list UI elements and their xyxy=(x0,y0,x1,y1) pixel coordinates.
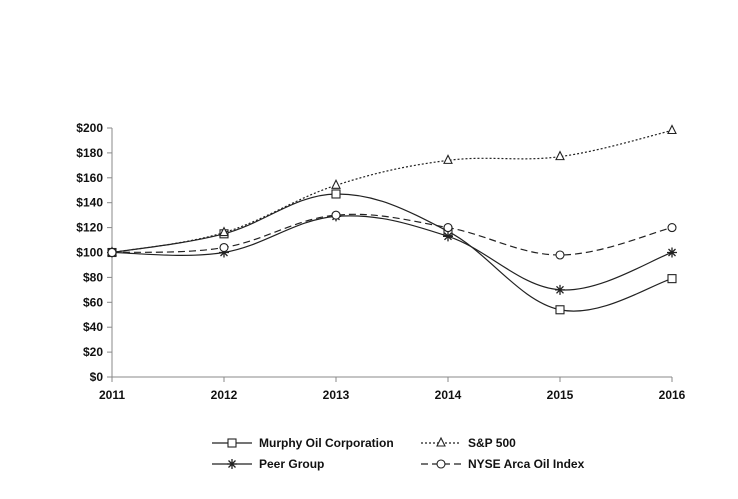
legend-marker-triangle xyxy=(436,436,446,447)
legend-label: Peer Group xyxy=(259,457,324,471)
y-tick-label: $180 xyxy=(76,146,103,160)
data-point-circle xyxy=(331,210,341,220)
data-point-triangle xyxy=(555,150,565,161)
legend-item: NYSE Arca Oil Index xyxy=(421,457,585,471)
series-s-p-500 xyxy=(107,124,677,257)
legend-marker-star xyxy=(227,459,237,469)
series-line xyxy=(111,129,673,254)
x-axis-ticks: 2011 2012 2013 2014 2015 2016 xyxy=(99,377,686,402)
data-point-star xyxy=(219,247,229,258)
y-tick-label: $20 xyxy=(83,345,103,359)
y-tick-label: $200 xyxy=(76,121,103,135)
x-tick-label: 2014 xyxy=(435,388,462,402)
data-point-triangle xyxy=(219,226,229,237)
y-tick-label: $160 xyxy=(76,171,103,185)
y-tick-label: $80 xyxy=(83,270,103,284)
y-tick-label: $100 xyxy=(76,246,103,260)
data-point-circle xyxy=(443,223,453,233)
data-point-square xyxy=(331,189,341,199)
series-peer-group xyxy=(107,211,677,295)
chart-legend: Murphy Oil Corporation S&P 500 Peer Group N… xyxy=(212,436,585,471)
y-axis-ticks: $0 $20 $40 $60 $80 $100 $120 $140 $160 $180 $200 xyxy=(76,121,112,384)
data-point-circle xyxy=(555,250,565,260)
data-point-star xyxy=(667,247,677,258)
x-tick-label: 2012 xyxy=(211,388,238,402)
y-tick-label: $60 xyxy=(83,295,103,309)
series-line xyxy=(111,215,673,291)
x-tick-label: 2015 xyxy=(547,388,574,402)
data-point-circle xyxy=(107,247,117,258)
data-point-square xyxy=(555,305,565,315)
data-point-star xyxy=(443,231,453,242)
legend-marker-circle xyxy=(436,459,446,469)
data-point-circle xyxy=(667,223,677,233)
legend-marker-square xyxy=(227,438,237,448)
legend-item: Murphy Oil Corporation xyxy=(212,436,394,450)
data-point-triangle xyxy=(331,179,341,189)
legend-item: S&P 500 xyxy=(421,436,516,450)
x-tick-label: 2011 xyxy=(99,388,125,402)
x-tick-label: 2016 xyxy=(659,388,686,402)
data-point-circle xyxy=(219,242,229,253)
series-nyse-arca-oil-index xyxy=(107,210,677,260)
legend-label: Murphy Oil Corporation xyxy=(259,436,394,450)
chart-series xyxy=(107,124,677,315)
legend-item: Peer Group xyxy=(212,457,324,471)
data-point-square xyxy=(667,274,677,284)
x-tick-label: 2013 xyxy=(323,388,350,402)
data-point-star xyxy=(555,284,565,295)
legend-label: S&P 500 xyxy=(468,436,516,450)
legend-label: NYSE Arca Oil Index xyxy=(468,457,585,471)
y-tick-label: $140 xyxy=(76,196,103,210)
y-tick-label: $40 xyxy=(83,320,103,334)
data-point-triangle xyxy=(667,124,677,135)
y-tick-label: $0 xyxy=(90,370,104,384)
y-tick-label: $120 xyxy=(76,221,103,235)
data-point-triangle xyxy=(443,154,453,164)
